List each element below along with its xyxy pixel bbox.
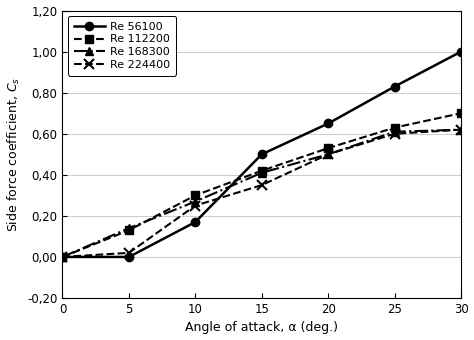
Re 112200 [458, 111, 464, 115]
Line: Re 168300: Re 168300 [58, 125, 465, 261]
Re 168300 [325, 152, 331, 156]
Re 168300 [192, 200, 198, 204]
Re 56100 [325, 121, 331, 125]
Re 112200 [259, 169, 264, 173]
Re 112200 [325, 146, 331, 150]
Re 224400 [192, 204, 198, 208]
Re 112200 [392, 125, 398, 130]
X-axis label: Angle of attack, α (deg.): Angle of attack, α (deg.) [185, 321, 338, 335]
Line: Re 112200: Re 112200 [58, 109, 465, 261]
Line: Re 56100: Re 56100 [58, 48, 465, 261]
Re 168300 [126, 226, 132, 230]
Re 224400 [259, 183, 264, 187]
Re 224400 [126, 251, 132, 255]
Re 56100 [60, 255, 65, 259]
Re 56100 [126, 255, 132, 259]
Re 168300 [392, 130, 398, 134]
Re 168300 [259, 171, 264, 175]
Re 112200 [192, 193, 198, 198]
Re 168300 [60, 255, 65, 259]
Re 56100 [259, 152, 264, 156]
Re 112200 [60, 255, 65, 259]
Re 112200 [126, 228, 132, 232]
Re 224400 [458, 128, 464, 132]
Re 224400 [325, 152, 331, 156]
Re 168300 [458, 128, 464, 132]
Re 56100 [458, 50, 464, 54]
Y-axis label: Side force coefficient, $C_s$: Side force coefficient, $C_s$ [6, 77, 22, 232]
Re 224400 [60, 255, 65, 259]
Re 56100 [192, 220, 198, 224]
Line: Re 224400: Re 224400 [57, 125, 466, 262]
Re 56100 [392, 85, 398, 89]
Legend: Re 56100, Re 112200, Re 168300, Re 224400: Re 56100, Re 112200, Re 168300, Re 22440… [68, 16, 176, 75]
Re 224400 [392, 132, 398, 136]
